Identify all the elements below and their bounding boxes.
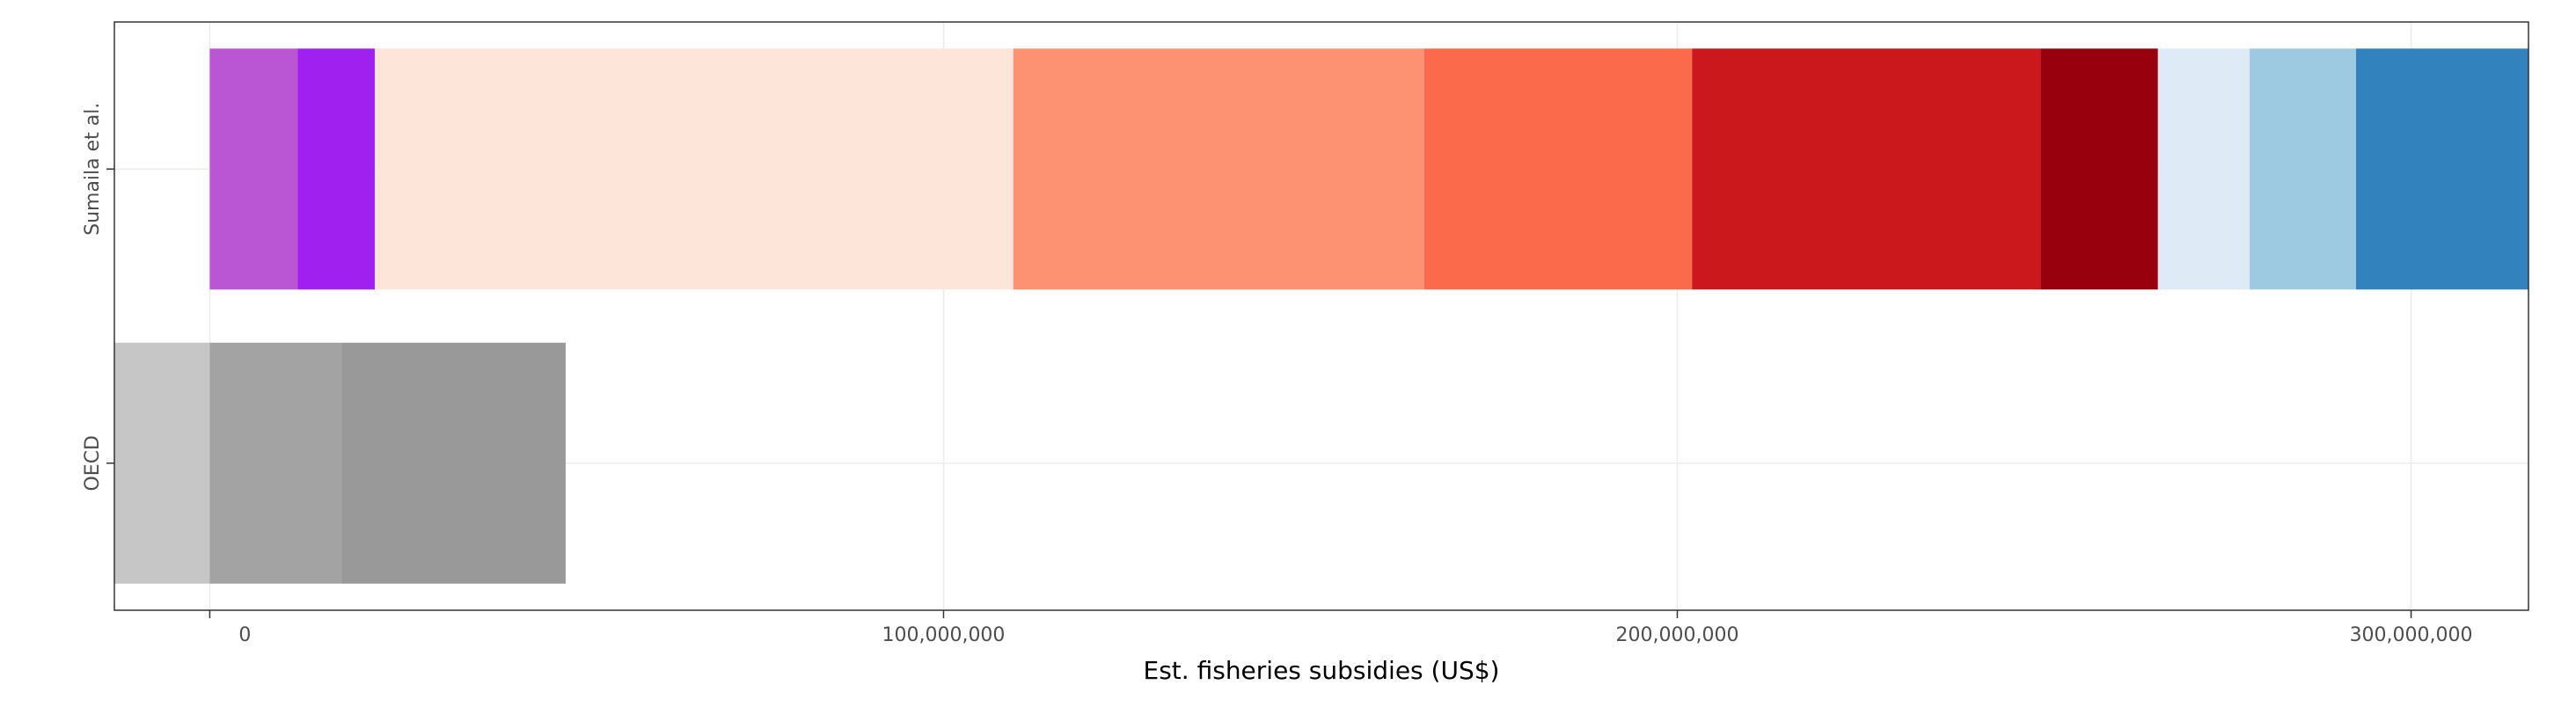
bar-sumaila [209,48,2528,290]
bar-segment [1692,48,2041,290]
x-axis-title: Est. fisheries subsidies (US$) [1144,656,1500,685]
bar-segment [341,342,566,584]
x-tick-label: 0 [238,624,251,646]
bar-segment [375,48,1014,290]
bar-segment [209,48,298,290]
bar-segment [1423,48,1693,290]
y-axis: Sumaila et al. OECD [82,103,114,492]
bar-oecd [114,342,566,584]
bar-segment [2356,48,2528,290]
x-tick-label: 100,000,000 [882,624,1005,646]
x-tick-label: 200,000,000 [1616,624,1739,646]
bar-segment [2157,48,2250,290]
bar-segment [209,342,342,584]
bar-segment [1013,48,1424,290]
bars [114,48,2528,584]
bar-segment [2040,48,2158,290]
y-category-label: OECD [82,435,104,492]
y-category-label: Sumaila et al. [82,103,104,236]
bar-segment [2250,48,2356,290]
panel-border [113,21,2529,611]
x-tick-label: 300,000,000 [2350,624,2473,646]
bar-segment [297,48,376,290]
bar-segment [114,342,210,584]
x-axis: 0 100,000,000 200,000,000 300,000,000 [209,610,2473,646]
